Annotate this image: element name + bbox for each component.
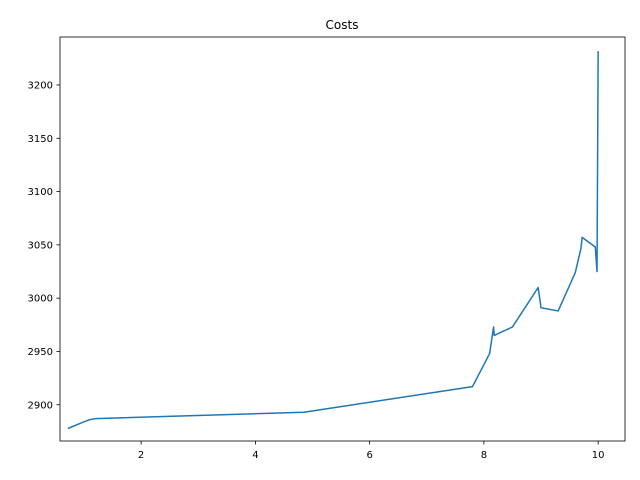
x-tick-label: 6 <box>366 450 372 461</box>
y-tick-label: 3000 <box>28 294 53 305</box>
y-tick-label: 3050 <box>28 240 53 251</box>
y-tick-label: 3150 <box>28 134 53 145</box>
x-tick-label: 10 <box>592 450 605 461</box>
chart-title: Costs <box>326 18 359 32</box>
series-layer <box>67 51 599 430</box>
y-tick-label: 3200 <box>28 80 53 91</box>
x-tick-label: 2 <box>138 450 144 461</box>
axes: 2 4 6 8 10 2900 2950 3000 3050 3100 3150 3200 <box>28 80 605 461</box>
x-tick-label: 8 <box>481 450 487 461</box>
y-tick-label: 2900 <box>28 400 53 411</box>
y-tick-label: 2950 <box>28 347 53 358</box>
x-tick-label: 4 <box>252 450 258 461</box>
series-line-cost <box>67 51 599 430</box>
y-tick-label: 3100 <box>28 187 53 198</box>
plot-frame <box>59 36 626 442</box>
